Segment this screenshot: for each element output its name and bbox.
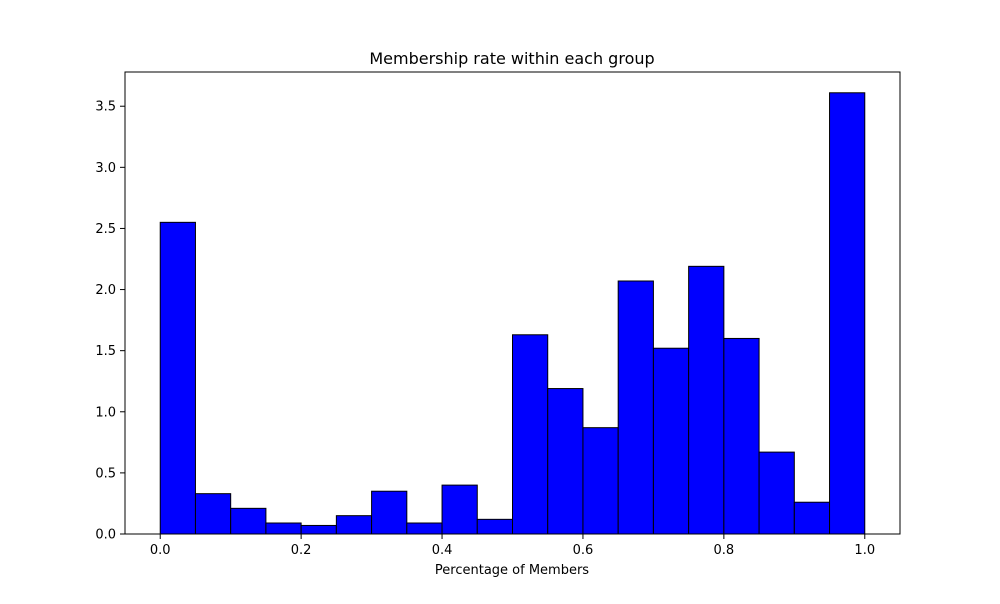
- histogram-bar: [300, 524, 337, 535]
- histogram-bar: [441, 484, 478, 535]
- histogram-bar: [793, 501, 831, 535]
- x-axis-label: Percentage of Members: [435, 563, 589, 578]
- x-tick-label: 0.2: [291, 543, 312, 558]
- histogram-bar: [582, 427, 619, 535]
- x-tick-label: 1.0: [854, 543, 875, 558]
- y-tick-label: 0.0: [95, 528, 116, 543]
- histogram-bar: [335, 515, 373, 535]
- histogram-bar: [159, 221, 196, 535]
- y-tick-label: 1.5: [95, 344, 116, 359]
- x-axis-ticks: 0.0 0.2 0.4 0.6 0.8 1.0: [150, 534, 875, 558]
- histogram-bar: [829, 92, 866, 535]
- histogram-bar: [230, 507, 267, 535]
- y-tick-label: 1.0: [95, 405, 116, 420]
- plot-frame: [124, 71, 901, 535]
- histogram-bar: [476, 518, 514, 535]
- y-axis-ticks: 0.0 0.5 1.0 1.5 2.0 2.5 3.0 3.5: [95, 100, 125, 543]
- x-tick-label: 0.8: [714, 543, 735, 558]
- histogram-bar: [194, 493, 232, 535]
- x-tick-label: 0.6: [573, 543, 594, 558]
- histogram-bar: [512, 334, 549, 535]
- y-tick-label: 2.5: [95, 222, 116, 237]
- chart-title: Membership rate within each group: [369, 49, 654, 68]
- histogram-bar: [688, 265, 725, 535]
- y-tick-label: 2.0: [95, 283, 116, 298]
- y-tick-label: 0.5: [95, 466, 116, 481]
- histogram-bar: [723, 337, 760, 535]
- x-tick-label: 0.0: [150, 543, 171, 558]
- y-tick-label: 3.0: [95, 161, 116, 176]
- histogram-bar: [406, 522, 443, 535]
- histogram-bar: [617, 280, 654, 535]
- histogram-bar: [758, 451, 795, 535]
- histogram-bar: [265, 522, 302, 535]
- y-tick-label: 3.5: [95, 100, 116, 115]
- histogram-bar: [547, 388, 584, 535]
- bars-group: [159, 92, 866, 535]
- histogram-bar: [371, 490, 408, 535]
- x-tick-label: 0.4: [432, 543, 453, 558]
- histogram-bar: [652, 347, 690, 535]
